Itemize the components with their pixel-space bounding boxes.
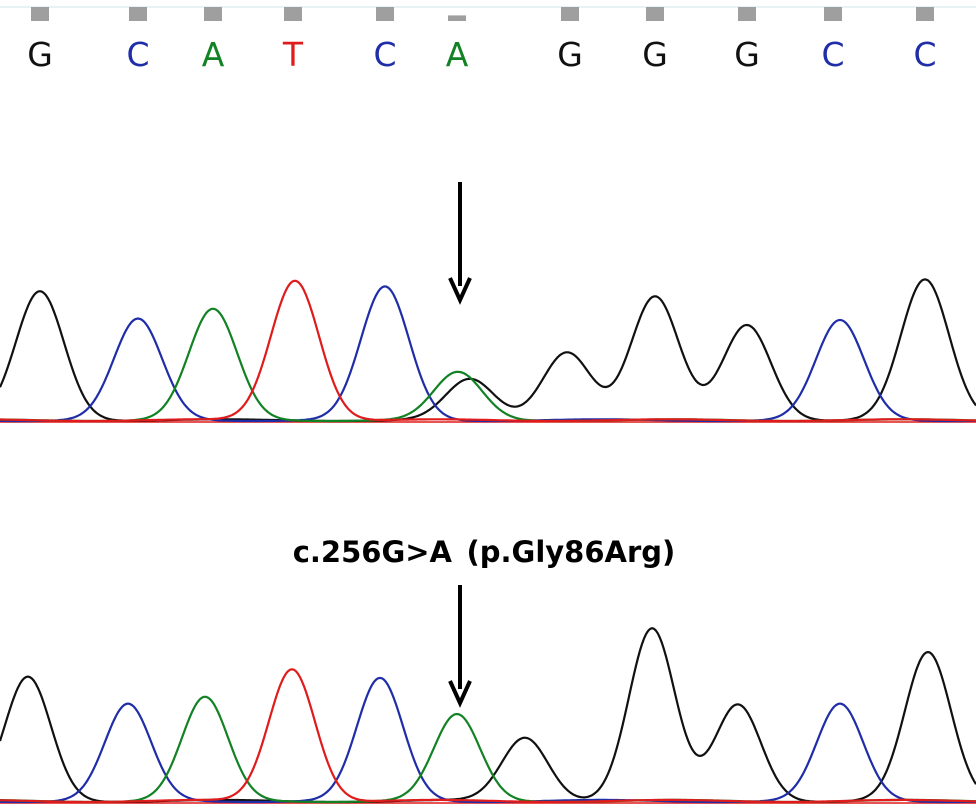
quality-bar xyxy=(916,7,934,21)
trace-g-channel xyxy=(0,278,976,423)
base-letter: T xyxy=(282,35,304,74)
base-letter: C xyxy=(913,35,936,74)
trace-c-channel xyxy=(0,676,976,804)
quality-bar xyxy=(561,7,579,21)
quality-bar xyxy=(284,7,302,21)
base-letter: C xyxy=(373,35,396,74)
base-letter: G xyxy=(557,35,583,74)
quality-bar xyxy=(204,7,222,21)
trace-t-channel xyxy=(0,668,976,804)
mutation-arrow xyxy=(448,585,472,708)
mutation-arrow xyxy=(448,182,472,305)
base-letter: G xyxy=(27,35,53,74)
base-letter: G xyxy=(734,35,760,74)
quality-bar xyxy=(376,7,394,21)
base-letter: C xyxy=(126,35,149,74)
base-letter: G xyxy=(642,35,668,74)
base-letter: A xyxy=(446,35,469,74)
quality-bar xyxy=(646,7,664,21)
chromatogram-panel-1 xyxy=(0,278,976,423)
quality-bar xyxy=(448,15,466,21)
quality-bar xyxy=(738,7,756,21)
quality-bar xyxy=(31,7,49,21)
trace-t-channel xyxy=(0,279,976,423)
arrow-layer xyxy=(448,182,472,708)
mutation-label: c.256G>A (p.Gly86Arg) xyxy=(293,535,676,569)
quality-bar xyxy=(129,7,147,21)
quality-bar xyxy=(824,7,842,21)
base-letter: A xyxy=(202,35,225,74)
chromatogram-panel-2 xyxy=(0,627,976,804)
base-letter: C xyxy=(821,35,844,74)
trace-c-channel xyxy=(0,285,976,423)
